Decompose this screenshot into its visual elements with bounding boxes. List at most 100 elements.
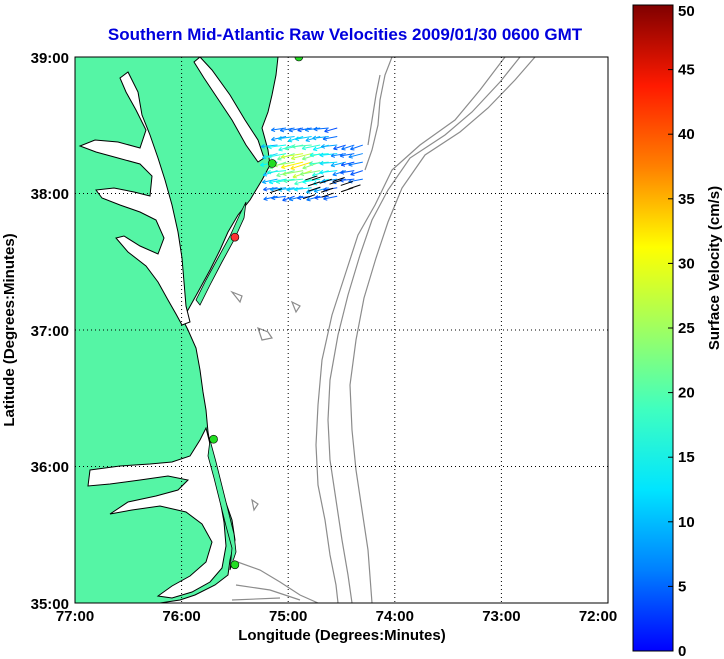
radar-station-marker[interactable] <box>230 232 240 242</box>
velocity-vector <box>269 188 283 194</box>
velocity-vector-head <box>266 169 272 175</box>
velocity-vector <box>340 180 353 186</box>
velocity-vector-head <box>350 171 355 176</box>
velocity-vector-head <box>290 165 295 170</box>
velocity-vector-head <box>309 152 314 158</box>
velocity-vector-head <box>267 144 272 150</box>
colorbar-tick-label: 45 <box>678 62 695 79</box>
velocity-vector <box>300 170 321 175</box>
y-tick-label: 37:00 <box>31 323 69 340</box>
radar-station-marker[interactable] <box>294 53 304 62</box>
velocity-vector-head <box>324 128 329 133</box>
velocity-vector-head <box>348 154 353 159</box>
velocity-vector-head <box>263 186 268 192</box>
velocity-vector <box>348 161 363 166</box>
velocity-vector-head <box>313 188 319 193</box>
velocity-vector <box>332 170 346 176</box>
velocity-vector-head <box>278 146 283 152</box>
velocity-vectors <box>260 126 363 202</box>
velocity-vector <box>302 178 321 183</box>
velocity-vector-head <box>339 169 345 175</box>
radar-station-marker[interactable] <box>209 434 218 444</box>
bathymetry-contours <box>230 57 536 603</box>
velocity-vector-head <box>269 186 275 192</box>
colorbar-ticks: 0 5 10 15 20 25 30 35 40 45 50 <box>668 3 695 659</box>
velocity-vector-head <box>294 180 299 186</box>
x-tick-label: 74:00 <box>376 608 414 625</box>
velocity-vector-head <box>290 155 296 161</box>
velocity-vector <box>263 195 278 200</box>
velocity-vector <box>305 175 318 181</box>
velocity-vector-head <box>319 152 324 158</box>
velocity-vector <box>295 136 312 140</box>
velocity-vector <box>321 144 338 148</box>
velocity-vector-head <box>268 179 274 185</box>
velocity-vector <box>313 127 329 130</box>
velocity-vector <box>309 153 329 156</box>
velocity-vector-head <box>348 162 353 167</box>
velocity-vector-head <box>312 146 318 152</box>
velocity-vector <box>323 195 338 200</box>
delaware-bay <box>193 57 265 163</box>
velocity-vector-head <box>277 156 282 161</box>
velocity-vector-head <box>309 161 314 166</box>
colorbar-label: Surface Velocity (cm/s) <box>706 186 723 350</box>
y-tick-label: 38:00 <box>31 186 69 203</box>
velocity-vector <box>282 195 295 201</box>
velocity-vector-head <box>323 196 328 201</box>
colorbar-tick-label: 30 <box>678 255 695 272</box>
velocity-vector-head <box>319 160 324 166</box>
velocity-vector <box>319 178 332 184</box>
velocity-vector-head <box>322 136 327 141</box>
velocity-vector-head <box>313 126 318 132</box>
velocity-vector <box>306 195 321 201</box>
velocity-vector-head <box>312 135 317 141</box>
x-tick-label: 73:00 <box>482 608 520 625</box>
velocity-vector-head <box>276 172 281 178</box>
velocity-vector-head <box>332 171 337 177</box>
velocity-vector <box>348 184 361 190</box>
velocity-vector-head <box>277 135 283 141</box>
velocity-vector-head <box>284 145 289 151</box>
velocity-vector-head <box>320 144 326 149</box>
colorbar-tick-label: 25 <box>678 320 695 337</box>
velocity-vector-head <box>271 127 276 133</box>
y-tick-labels: 39:00 38:00 37:00 36:00 35:00 <box>31 50 69 613</box>
velocity-vector <box>263 187 278 191</box>
velocity-vector-head <box>275 179 281 184</box>
velocity-vector <box>329 179 342 185</box>
plot-frame <box>74 56 609 604</box>
colorbar-tick-label: 20 <box>678 385 695 402</box>
velocity-vector <box>278 136 295 140</box>
velocity-vector <box>290 161 312 170</box>
velocity-vector <box>322 136 338 140</box>
velocity-vector-head <box>281 164 286 170</box>
velocity-vector <box>302 144 321 150</box>
velocity-vector-head <box>306 196 311 202</box>
plot-area <box>75 53 608 603</box>
velocity-vector <box>305 127 321 131</box>
velocity-vector <box>294 187 312 191</box>
velocity-vector-head <box>319 169 324 175</box>
velocity-vector <box>306 187 321 193</box>
x-axis-label: Longitude (Degrees:Minutes) <box>238 627 446 644</box>
velocity-vector <box>291 144 312 148</box>
velocity-vector <box>267 170 287 173</box>
velocity-vector-head <box>280 154 286 159</box>
radar-station-marker[interactable] <box>230 560 240 570</box>
colorbar-tick-label: 5 <box>678 578 686 595</box>
velocity-vector <box>319 170 338 174</box>
velocity-vector <box>262 178 278 183</box>
velocity-vector <box>321 192 334 198</box>
y-tick-label: 35:00 <box>31 596 69 613</box>
velocity-vector-head <box>287 137 293 143</box>
radar-station-marker[interactable] <box>267 159 277 168</box>
velocity-vector-head <box>306 189 311 194</box>
colorbar-tick-label: 35 <box>678 191 695 208</box>
velocity-vector-head <box>304 127 310 133</box>
velocity-vector <box>297 127 312 131</box>
colorbar <box>632 4 674 652</box>
velocity-vector-head <box>341 145 346 151</box>
y-axis-label: Latitude (Degrees:Minutes) <box>1 233 18 426</box>
velocity-vector <box>270 187 287 191</box>
